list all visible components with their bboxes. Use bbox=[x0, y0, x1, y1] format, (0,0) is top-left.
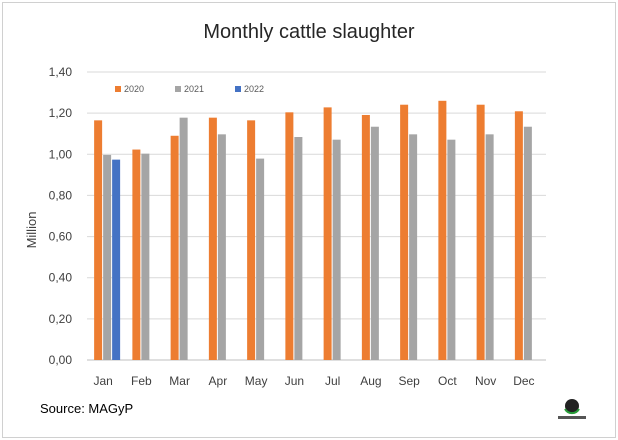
y-tick-label: 1,40 bbox=[49, 65, 73, 79]
bar-2021-jul bbox=[332, 139, 341, 360]
y-axis-label: Million bbox=[24, 212, 39, 249]
bar-2020-apr bbox=[208, 117, 217, 360]
bar-2020-may bbox=[247, 120, 256, 360]
x-tick-label: Nov bbox=[475, 374, 496, 388]
bar-2020-mar bbox=[170, 135, 179, 360]
bar-2021-mar bbox=[179, 117, 188, 360]
bar-2020-nov bbox=[476, 104, 485, 360]
source-label: Source: MAGyP bbox=[40, 401, 133, 416]
x-tick-label: Oct bbox=[438, 374, 457, 388]
legend-label: 2022 bbox=[244, 84, 264, 94]
x-tick-label: Aug bbox=[360, 374, 381, 388]
legend-label: 2021 bbox=[184, 84, 204, 94]
bar-2021-jan bbox=[103, 154, 112, 360]
x-tick-label: Apr bbox=[209, 374, 228, 388]
bar-2020-aug bbox=[361, 114, 370, 360]
bar-2020-sep bbox=[400, 104, 409, 360]
bar-2021-aug bbox=[370, 126, 379, 360]
bar-2020-oct bbox=[438, 100, 447, 361]
x-tick-label: Jun bbox=[285, 374, 304, 388]
legend-swatch-2021 bbox=[175, 86, 181, 92]
legend-swatch-2022 bbox=[235, 86, 241, 92]
x-tick-label: May bbox=[245, 374, 268, 388]
y-tick-label: 1,00 bbox=[49, 147, 73, 161]
bar-2020-feb bbox=[132, 149, 141, 360]
bar-2021-jun bbox=[294, 137, 303, 360]
x-tick-label: Jan bbox=[93, 374, 112, 388]
bar-2021-may bbox=[256, 158, 265, 360]
legend-label: 2020 bbox=[124, 84, 144, 94]
y-tick-label: 1,20 bbox=[49, 106, 73, 120]
bar-2020-jun bbox=[285, 112, 294, 360]
y-tick-label: 0,80 bbox=[49, 188, 73, 202]
y-tick-label: 0,60 bbox=[49, 230, 73, 244]
x-tick-label: Dec bbox=[513, 374, 534, 388]
y-tick-label: 0,00 bbox=[49, 353, 73, 367]
x-tick-label: Mar bbox=[169, 374, 190, 388]
bar-2021-oct bbox=[447, 139, 456, 360]
legend-swatch-2020 bbox=[115, 86, 121, 92]
bar-2021-apr bbox=[217, 134, 226, 360]
y-tick-label: 0,40 bbox=[49, 271, 73, 285]
bar-2020-jul bbox=[323, 107, 332, 360]
worldgrr-logo bbox=[558, 399, 586, 419]
bar-2021-feb bbox=[141, 153, 150, 360]
x-tick-label: Sep bbox=[398, 374, 420, 388]
y-tick-label: 0,20 bbox=[49, 312, 73, 326]
bar-2021-dec bbox=[523, 126, 532, 360]
chart-title: Monthly cattle slaughter bbox=[203, 21, 415, 43]
bar-2021-nov bbox=[485, 134, 494, 360]
bar-2020-dec bbox=[514, 111, 523, 360]
bar-2021-sep bbox=[409, 134, 418, 360]
x-tick-label: Feb bbox=[131, 374, 152, 388]
bar-2020-jan bbox=[94, 120, 103, 360]
bar-2022-jan bbox=[112, 159, 121, 360]
x-tick-label: Jul bbox=[325, 374, 340, 388]
